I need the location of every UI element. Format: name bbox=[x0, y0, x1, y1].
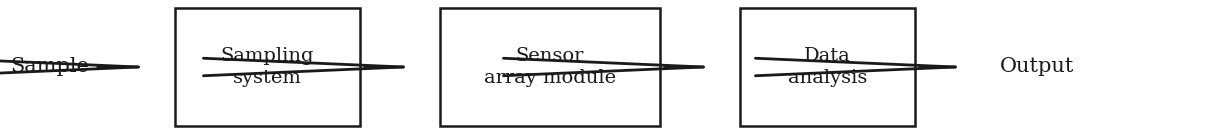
Bar bbox=[740, 8, 915, 126]
Text: Data
analysis: Data analysis bbox=[788, 47, 867, 87]
Bar bbox=[175, 8, 361, 126]
Text: Sensor
array module: Sensor array module bbox=[484, 47, 616, 87]
Text: Output: Output bbox=[1000, 58, 1075, 76]
Text: Sample: Sample bbox=[10, 58, 89, 76]
Bar bbox=[440, 8, 660, 126]
Text: Sampling
system: Sampling system bbox=[221, 47, 315, 87]
